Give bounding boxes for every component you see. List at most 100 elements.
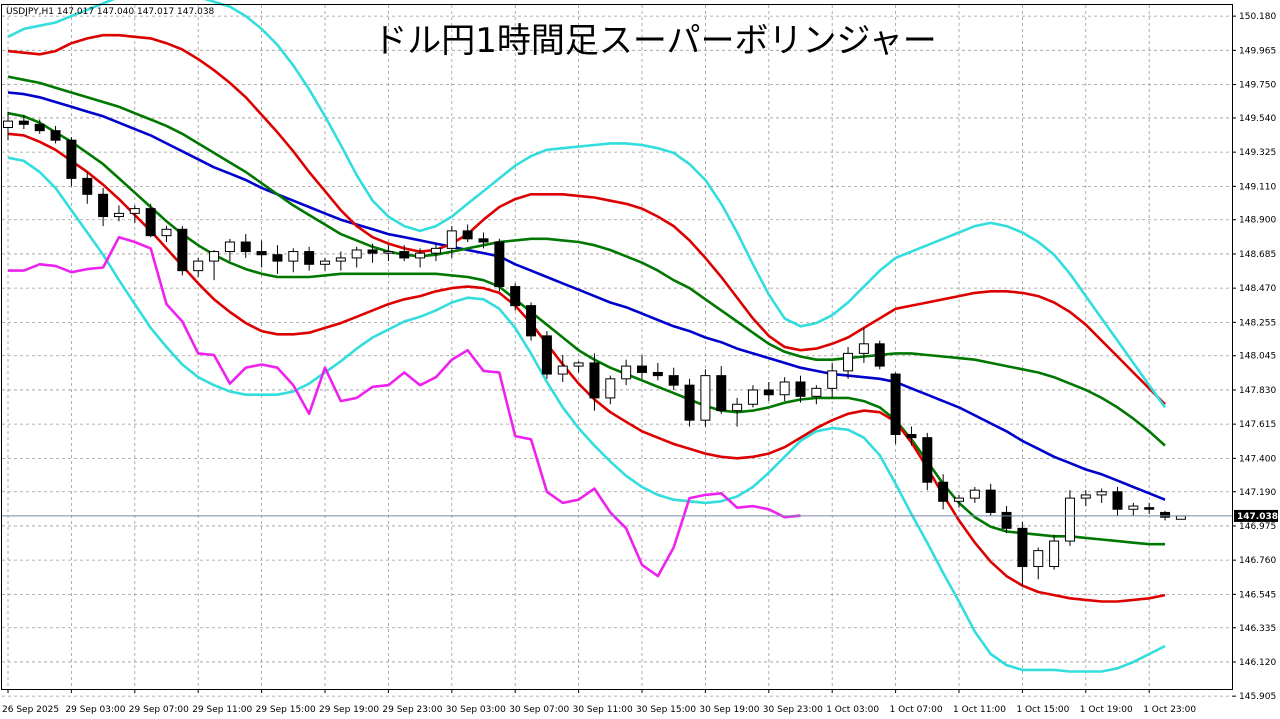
candle[interactable] [1017,521,1028,586]
candle[interactable] [351,246,362,268]
candle[interactable] [399,245,410,262]
y-tick-label: 149.965 [1239,46,1276,56]
candle[interactable] [763,381,774,402]
candle[interactable] [177,226,188,276]
candle-body-down [399,251,410,259]
candle-body-down [1160,511,1171,518]
candle[interactable] [50,125,61,144]
x-tick-label: 29 Sep 23:00 [382,705,442,715]
candle-body-down [763,389,774,396]
candle-body-down [684,384,695,421]
candle[interactable] [732,397,743,427]
candle-body-down [478,238,489,243]
candle-body-down [589,362,600,399]
candle[interactable] [66,137,77,187]
series-line-chikou [8,235,801,578]
candle[interactable] [938,474,949,510]
candle-body-up [621,365,632,380]
current-price-tag: 147.038 [1234,509,1278,522]
candle[interactable] [1128,502,1139,516]
candle[interactable] [1096,488,1107,503]
candle-body-up [827,370,838,389]
candle[interactable] [193,257,204,278]
candle[interactable] [288,248,299,273]
candle[interactable] [383,245,394,262]
y-tick-label: 148.255 [1239,318,1276,328]
candle[interactable] [145,203,156,238]
candle[interactable] [795,375,806,403]
candle[interactable] [430,243,441,262]
candle-body-up [415,252,426,259]
current-price-tag-label: 147.038 [1237,512,1278,522]
candle[interactable] [1033,547,1044,580]
candle-body-down [256,251,267,256]
candle[interactable] [890,372,901,445]
candle[interactable] [969,486,980,503]
candle[interactable] [34,119,45,134]
x-tick-label: 26 Sep 2025 [2,705,59,715]
candle[interactable] [779,377,790,402]
candle[interactable] [573,361,584,373]
candle[interactable] [256,240,267,268]
candle-body-up [129,208,140,214]
candle[interactable] [82,172,93,204]
candle[interactable] [906,426,917,446]
candle[interactable] [161,226,172,243]
candle[interactable] [320,257,330,271]
candle[interactable] [462,224,473,243]
candle[interactable] [240,234,251,258]
candle[interactable] [985,483,996,516]
candle[interactable] [1080,490,1091,507]
candle-body-up [811,387,822,397]
candle[interactable] [652,362,663,381]
candle[interactable] [3,111,13,141]
candle[interactable] [557,354,568,382]
candle-body-down [177,228,188,272]
candle[interactable] [827,362,838,398]
candle[interactable] [1112,486,1123,516]
series-line-+3sigma [7,0,1167,409]
candle-body-up [1175,515,1186,520]
candle[interactable] [1144,502,1155,515]
candle[interactable] [335,251,346,271]
candle[interactable] [605,375,616,405]
candle[interactable] [526,302,537,341]
candle[interactable] [1049,534,1060,570]
candle[interactable] [621,359,632,386]
candle-body-down [1144,507,1155,510]
candle[interactable] [494,238,505,292]
candle-body-down [1001,511,1012,529]
candle[interactable] [684,378,695,427]
candle[interactable] [843,347,854,379]
candle[interactable] [510,283,521,311]
candle[interactable] [1064,490,1075,546]
candle[interactable] [874,340,885,370]
candle[interactable] [415,248,426,268]
series-line-center [7,91,1166,501]
candle[interactable] [716,366,727,414]
candle[interactable] [446,226,457,258]
candle[interactable] [1001,506,1012,534]
candle[interactable] [113,205,124,222]
candle-layer[interactable] [3,111,1186,586]
candle[interactable] [700,369,711,427]
candle[interactable] [478,232,489,249]
candle[interactable] [747,385,758,408]
candle[interactable] [541,331,552,379]
candle[interactable] [589,353,600,411]
candle[interactable] [637,354,647,379]
candle[interactable] [668,367,679,390]
candle[interactable] [954,494,964,508]
candle[interactable] [922,432,933,491]
candle[interactable] [304,246,315,271]
candle[interactable] [209,249,220,281]
candle[interactable] [18,114,29,130]
candle[interactable] [98,187,109,227]
x-tick-label: 30 Sep 07:00 [509,705,569,715]
candle[interactable] [811,385,822,405]
candle[interactable] [858,327,869,363]
candle[interactable] [224,238,235,262]
candle[interactable] [367,243,378,263]
candle[interactable] [129,205,140,223]
candle[interactable] [272,245,283,274]
